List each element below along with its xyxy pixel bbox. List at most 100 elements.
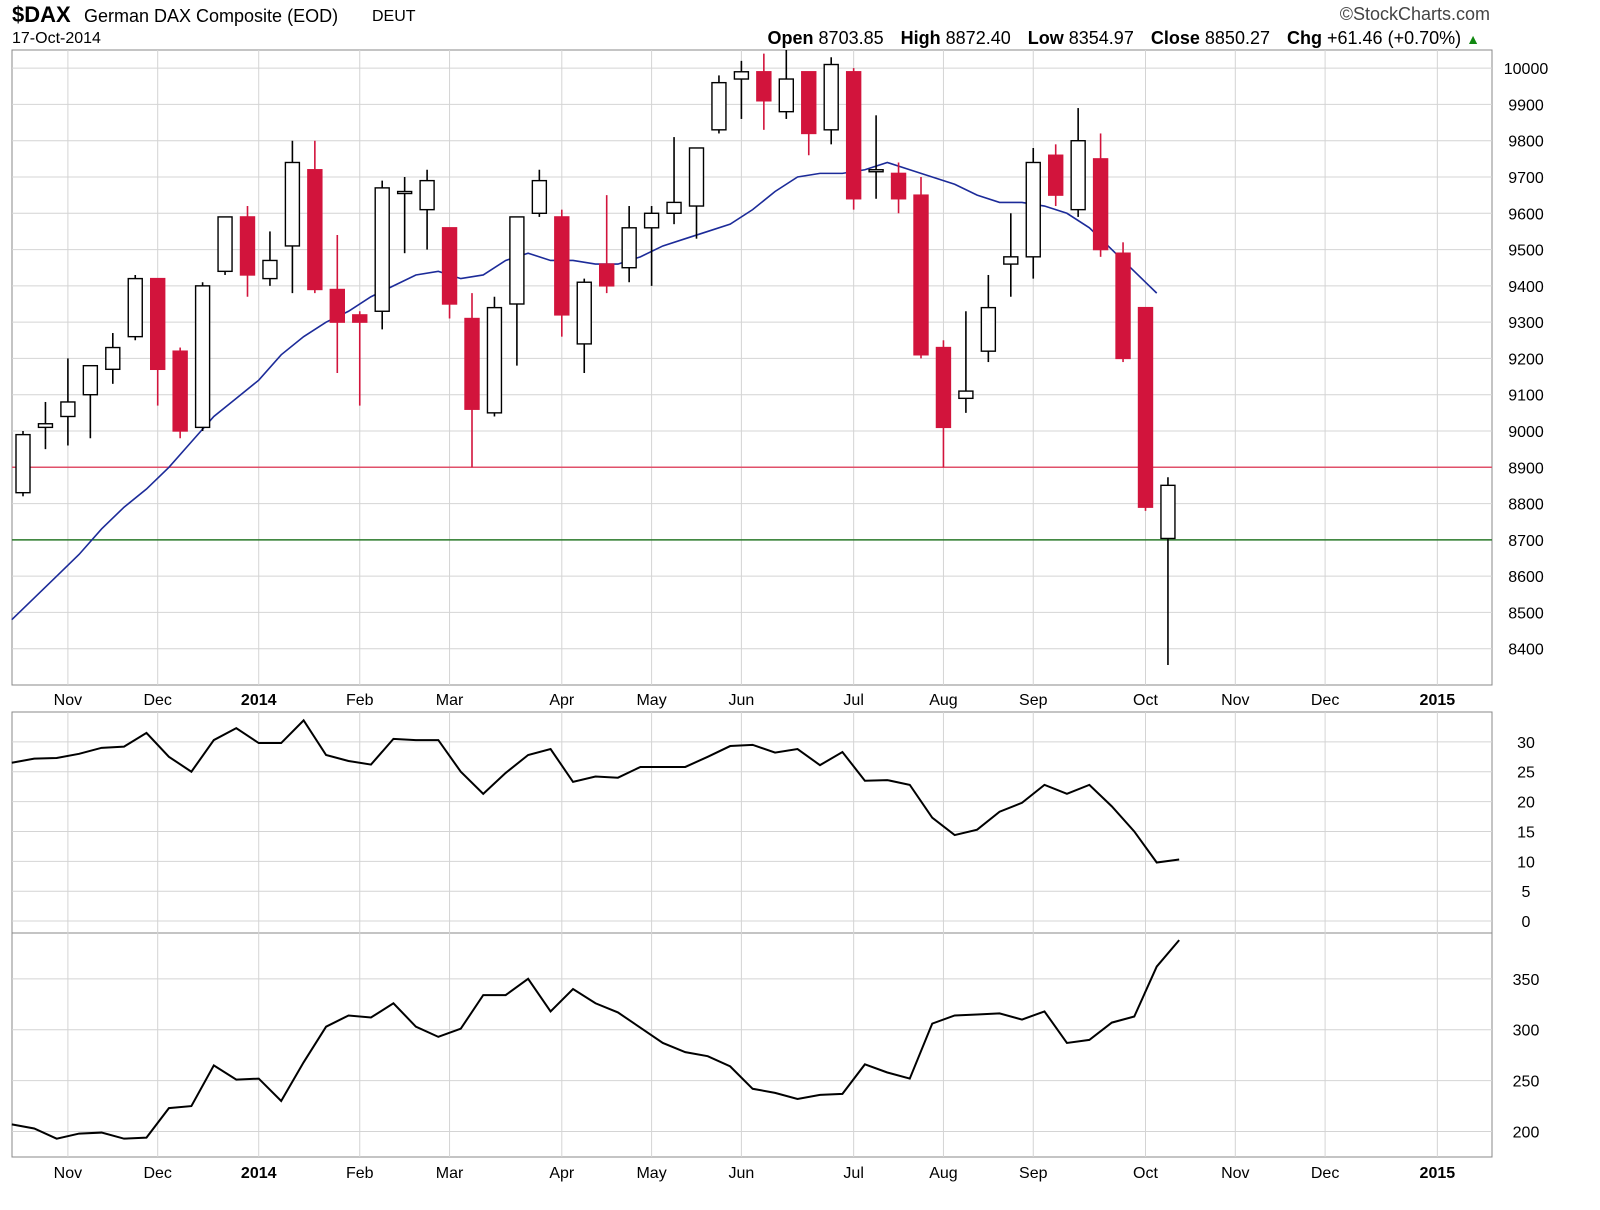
- x-tick-label: Nov: [54, 692, 82, 709]
- candle-up: [1025, 161, 1041, 258]
- candle-up: [82, 364, 99, 396]
- close-label: Close: [1150, 28, 1200, 48]
- x-tick-label: Dec: [1311, 1165, 1339, 1182]
- price-y-tick-label: 9900: [1508, 97, 1544, 114]
- x-tick-label: Sep: [1019, 692, 1048, 709]
- candle-up: [284, 161, 301, 247]
- candle-down: [464, 317, 480, 410]
- candle-down: [172, 350, 188, 432]
- x-tick-label: Oct: [1133, 1165, 1158, 1182]
- x-tick-label: 2015: [1420, 692, 1456, 709]
- x-tick-label: Nov: [54, 1165, 82, 1182]
- price-y-tick-label: 9000: [1508, 424, 1544, 441]
- x-tick-label: Aug: [929, 692, 957, 709]
- candle-up: [1003, 256, 1019, 265]
- x-tick-label: Dec: [1311, 692, 1339, 709]
- candle-up: [262, 259, 278, 280]
- indicator1-y-tick-label: 10: [1517, 854, 1535, 871]
- x-tick-label: Sep: [1019, 1165, 1048, 1182]
- candle-down: [1137, 306, 1154, 508]
- price-y-tick-label: 9300: [1508, 315, 1544, 332]
- candle-up: [127, 277, 143, 338]
- price-y-tick-label: 8900: [1508, 460, 1544, 477]
- x-tick-label: Oct: [1133, 692, 1158, 709]
- indicator2-y-tick-label: 300: [1513, 1023, 1540, 1040]
- x-tick-label: Apr: [549, 1165, 575, 1182]
- candle-down: [352, 314, 368, 323]
- indicator1-y-tick-label: 20: [1517, 795, 1535, 812]
- indicator2-y-tick-label: 250: [1513, 1074, 1540, 1091]
- candle-up: [621, 227, 637, 269]
- price-y-tick-label: 9500: [1508, 243, 1544, 260]
- candle-up: [643, 212, 660, 229]
- candle-down: [845, 71, 862, 200]
- candle-down: [913, 194, 929, 356]
- x-tick-label: 2014: [241, 692, 277, 709]
- price-y-tick-label: 8400: [1508, 642, 1544, 659]
- candle-down: [756, 71, 772, 102]
- candle-down: [1092, 158, 1109, 251]
- indicator2-y-tick-label: 350: [1513, 972, 1540, 989]
- price-y-tick-label: 9600: [1508, 206, 1544, 223]
- low-label: Low: [1027, 28, 1064, 48]
- candle-up: [868, 169, 884, 173]
- price-y-tick-label: 8800: [1508, 497, 1544, 514]
- candle-up: [60, 401, 76, 418]
- candle-up: [531, 179, 548, 214]
- indicator1-y-tick-label: 0: [1522, 914, 1531, 931]
- candle-down: [307, 169, 323, 291]
- price-y-tick-label: 9700: [1508, 170, 1544, 187]
- candle-up: [1070, 140, 1086, 211]
- x-tick-label: Mar: [436, 1165, 464, 1182]
- candle-down: [1115, 252, 1131, 360]
- candle-down: [935, 346, 952, 429]
- candle-up: [419, 179, 435, 211]
- candle-up: [823, 63, 839, 131]
- x-tick-label: Feb: [346, 692, 374, 709]
- candle-up: [509, 216, 525, 305]
- candle-up: [194, 285, 211, 429]
- indicator1-y-tick-label: 15: [1517, 824, 1535, 841]
- candle-down: [441, 227, 458, 305]
- candle-up: [396, 190, 413, 195]
- candle-up: [217, 216, 233, 273]
- candle-down: [890, 172, 907, 200]
- candle-down: [149, 277, 166, 371]
- low-value: 8354.97: [1068, 28, 1134, 48]
- price-y-tick-label: 10000: [1504, 61, 1549, 78]
- price-y-tick-label: 8500: [1508, 605, 1544, 622]
- x-tick-label: Jul: [843, 692, 863, 709]
- chg-value: +61.46 (+0.70%): [1327, 28, 1462, 48]
- candle-up: [733, 71, 750, 80]
- candle-down: [599, 263, 615, 287]
- candle-up: [980, 306, 997, 352]
- open-label: Open: [767, 28, 814, 48]
- indicator-1-line: [11, 718, 1180, 864]
- candle-up: [688, 147, 705, 207]
- indicator-panel-2-frame: [11, 932, 1493, 1158]
- x-tick-label: 2015: [1420, 1165, 1456, 1182]
- indicator1-y-tick-label: 5: [1522, 884, 1531, 901]
- candle-up: [576, 281, 592, 345]
- price-panel-frame: [11, 49, 1493, 686]
- price-y-tick-label: 9200: [1508, 351, 1544, 368]
- price-y-tick-label: 8600: [1508, 569, 1544, 586]
- x-tick-label: Dec: [143, 1165, 171, 1182]
- price-y-tick-label: 9100: [1508, 388, 1544, 405]
- high-value: 8872.40: [945, 28, 1011, 48]
- candle-down: [801, 71, 817, 135]
- x-tick-label: Aug: [929, 1165, 957, 1182]
- x-tick-label: Dec: [143, 692, 171, 709]
- candle-up: [37, 423, 54, 429]
- x-tick-label: Apr: [549, 692, 575, 709]
- x-tick-label: May: [636, 692, 666, 709]
- candle-up: [374, 187, 390, 312]
- candle-down: [239, 216, 256, 276]
- candle-up: [958, 390, 974, 400]
- close-value: 8850.27: [1204, 28, 1270, 48]
- candle-up: [15, 433, 31, 494]
- x-tick-label: Jul: [843, 1165, 863, 1182]
- candle-up: [711, 81, 727, 131]
- up-triangle-icon: ▲: [1466, 31, 1480, 47]
